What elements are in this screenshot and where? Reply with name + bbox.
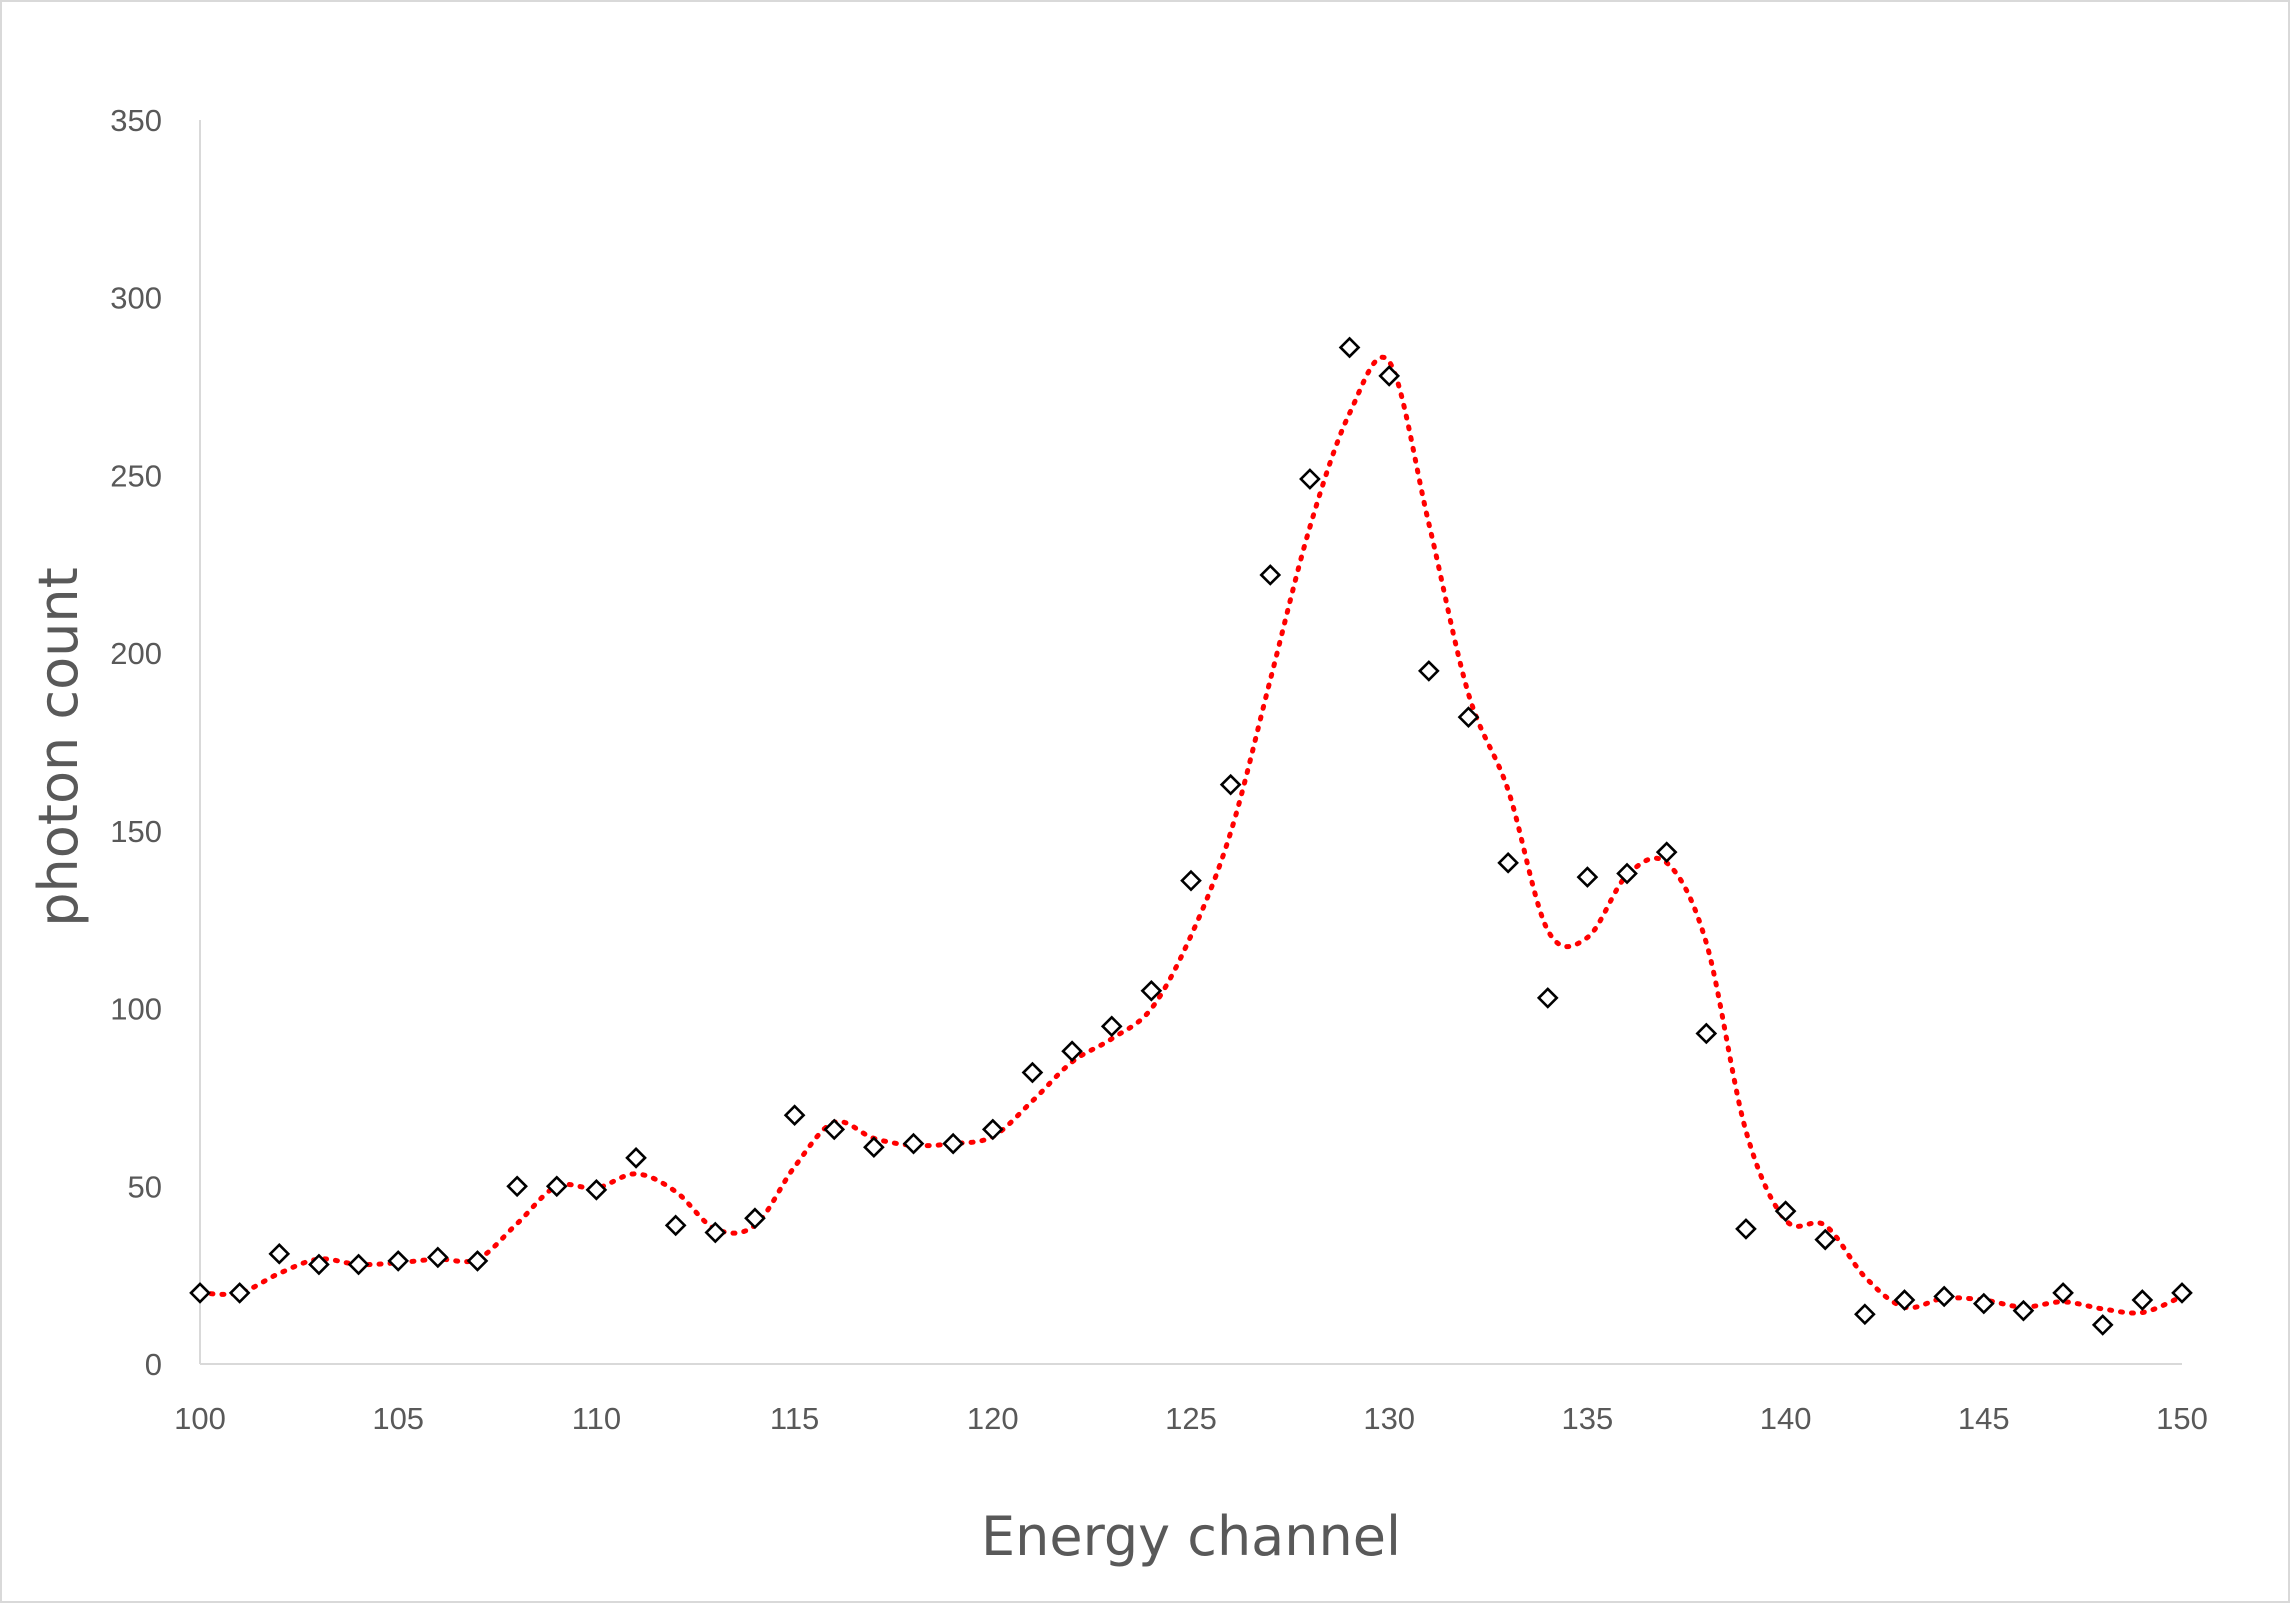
x-tick-label: 140 [1760,1401,1812,1436]
x-tick-label: 135 [1562,1401,1614,1436]
data-point [1180,869,1202,892]
y-axis-title: photon count [27,567,90,927]
x-tick-label: 120 [967,1401,1019,1436]
data-point [1893,1289,1916,1311]
data-point [427,1246,449,1269]
data-point [863,1136,885,1159]
data-point [1338,336,1361,359]
data-point [1774,1200,1797,1223]
data-point [1259,564,1282,586]
data-point [1299,468,1321,490]
data-point [2131,1289,2154,1311]
data-point [823,1118,846,1141]
data-point [2052,1282,2074,1304]
axes [199,120,2182,1365]
y-tick-label: 300 [110,281,162,316]
data-point [585,1179,608,1201]
y-tick-label: 200 [110,636,162,671]
data-point [1854,1303,1876,1326]
data-point [189,1282,211,1304]
x-axis-title: Energy channel [981,1505,1401,1568]
data-point [466,1250,489,1272]
data-point [1735,1218,1757,1240]
x-tick-label: 125 [1165,1401,1217,1436]
data-point [1140,979,1163,1002]
data-point [1576,866,1599,888]
x-tick-label: 145 [1958,1401,2010,1436]
y-tick-labels: 0 50 100 150 200 250 300 350 [110,103,162,1382]
y-tick-label: 50 [128,1169,162,1204]
data-point [1378,365,1401,387]
data-point [387,1250,410,1272]
data-point [783,1104,806,1127]
data-point [981,1118,1004,1141]
data-point [1814,1228,1837,1251]
data-point [1695,1022,1718,1045]
moving-average-trendline [197,354,2185,1316]
data-point [228,1282,251,1304]
data-point [1219,773,1242,796]
data-point [2171,1282,2193,1304]
data-point [1536,987,1559,1009]
data-point [2091,1314,2114,1336]
x-tick-label: 100 [174,1401,226,1436]
data-point [1933,1285,1955,1308]
data-point [1418,660,1440,682]
data-point [902,1132,925,1155]
y-tick-label: 350 [110,103,162,138]
data-point [1655,841,1678,864]
data-point [545,1175,568,1198]
data-points [189,336,2193,1336]
x-tick-label: 115 [770,1401,819,1436]
x-tick-label: 130 [1363,1401,1415,1436]
data-point [347,1253,370,1276]
data-point [1061,1040,1083,1063]
data-point [1021,1061,1044,1084]
data-point [1457,706,1480,728]
data-point [625,1147,647,1169]
y-tick-label: 100 [110,992,162,1027]
data-point [2012,1299,2035,1322]
x-tick-label: 110 [572,1401,621,1436]
data-point [1616,862,1638,885]
x-tick-label: 105 [372,1401,424,1436]
data-point [664,1214,687,1237]
data-point [1972,1292,1995,1315]
data-point [942,1132,964,1155]
data-point [1100,1015,1123,1038]
data-point [268,1242,291,1265]
y-tick-label: 250 [110,458,162,493]
x-tick-labels: 100 105 110 115 120 125 130 135 140 145 150 [174,1401,2208,1436]
y-tick-label: 150 [110,814,162,849]
data-point [506,1175,528,1198]
data-point [704,1221,727,1244]
data-point [308,1253,330,1276]
x-tick-label: 150 [2156,1401,2208,1436]
data-point [744,1207,766,1230]
y-tick-label: 0 [145,1347,162,1382]
data-point [1497,852,1519,874]
